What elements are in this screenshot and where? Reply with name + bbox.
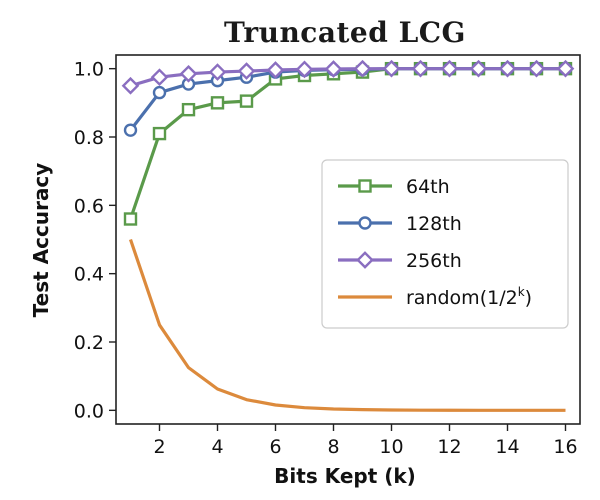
data-point-diamond <box>295 60 314 79</box>
data-point-square <box>181 102 196 117</box>
series-line <box>129 67 566 132</box>
x-tick-label: 14 <box>495 436 519 458</box>
chart-title: Truncated LCG <box>224 16 466 49</box>
data-point-diamond <box>179 64 198 83</box>
y-tick-label: 0.2 <box>74 332 104 354</box>
series-random <box>128 238 566 412</box>
data-point-circle <box>123 123 138 137</box>
y-tick-label: 1.0 <box>74 59 104 81</box>
data-point-diamond <box>121 76 140 95</box>
data-point-square <box>123 212 138 226</box>
y-axis-ticks: 0.0 0.2 0.4 0.6 0.8 1.0 <box>74 59 116 422</box>
data-point-diamond <box>527 59 546 78</box>
y-tick-label: 0.6 <box>74 195 104 217</box>
data-point-circle <box>152 85 167 100</box>
data-point-square <box>358 179 372 193</box>
legend: 64th 128th 256th random(1/2k) <box>321 159 569 329</box>
legend-label: random(1/2k) <box>406 285 532 309</box>
data-point-diamond <box>411 59 430 78</box>
data-point-diamond <box>353 59 372 78</box>
legend-item: random(1/2k) <box>338 285 532 309</box>
y-axis-label: Test Accuracy <box>29 163 53 318</box>
data-point-diamond <box>469 59 488 78</box>
data-point-circle <box>358 216 372 230</box>
legend-item: 128th <box>338 213 462 235</box>
data-point-diamond <box>556 59 575 78</box>
legend-label-superscript: k <box>518 285 525 299</box>
legend-label: 128th <box>406 213 462 235</box>
x-tick-label: 10 <box>379 436 403 458</box>
data-point-diamond <box>266 61 285 79</box>
data-point-diamond <box>150 68 169 87</box>
x-tick-label: 4 <box>211 436 223 458</box>
x-axis-ticks: 2 4 6 8 10 12 14 16 <box>153 424 578 458</box>
series-layer <box>121 59 575 412</box>
data-point-square <box>152 126 167 141</box>
data-point-diamond <box>498 59 517 78</box>
legend-label: 256th <box>406 250 462 272</box>
data-point-diamond <box>356 251 374 269</box>
x-tick-label: 2 <box>153 436 165 458</box>
data-point-diamond <box>382 59 401 78</box>
legend-item: 64th <box>338 176 450 198</box>
y-tick-label: 0.0 <box>74 400 104 422</box>
series-256th <box>121 59 575 95</box>
series-line <box>128 238 566 412</box>
data-point-diamond <box>324 60 343 78</box>
x-tick-label: 6 <box>269 436 281 458</box>
plot-area <box>115 54 581 425</box>
legend-box <box>321 159 569 329</box>
data-point-diamond <box>237 62 256 80</box>
y-tick-label: 0.8 <box>74 127 104 149</box>
data-point-square <box>210 96 225 110</box>
data-point-diamond <box>440 59 459 78</box>
series-line <box>130 67 566 88</box>
axes-frame <box>115 54 581 425</box>
x-tick-label: 16 <box>553 436 577 458</box>
legend-label-suffix: ) <box>525 287 532 309</box>
legend-label: 64th <box>406 176 450 198</box>
x-tick-label: 12 <box>437 436 461 458</box>
data-point-diamond <box>208 63 227 81</box>
y-tick-label: 0.4 <box>74 264 104 286</box>
x-axis-label: Bits Kept (k) <box>274 464 416 488</box>
x-tick-label: 8 <box>327 436 339 458</box>
legend-item: 256th <box>338 250 462 272</box>
data-point-square <box>239 94 254 108</box>
